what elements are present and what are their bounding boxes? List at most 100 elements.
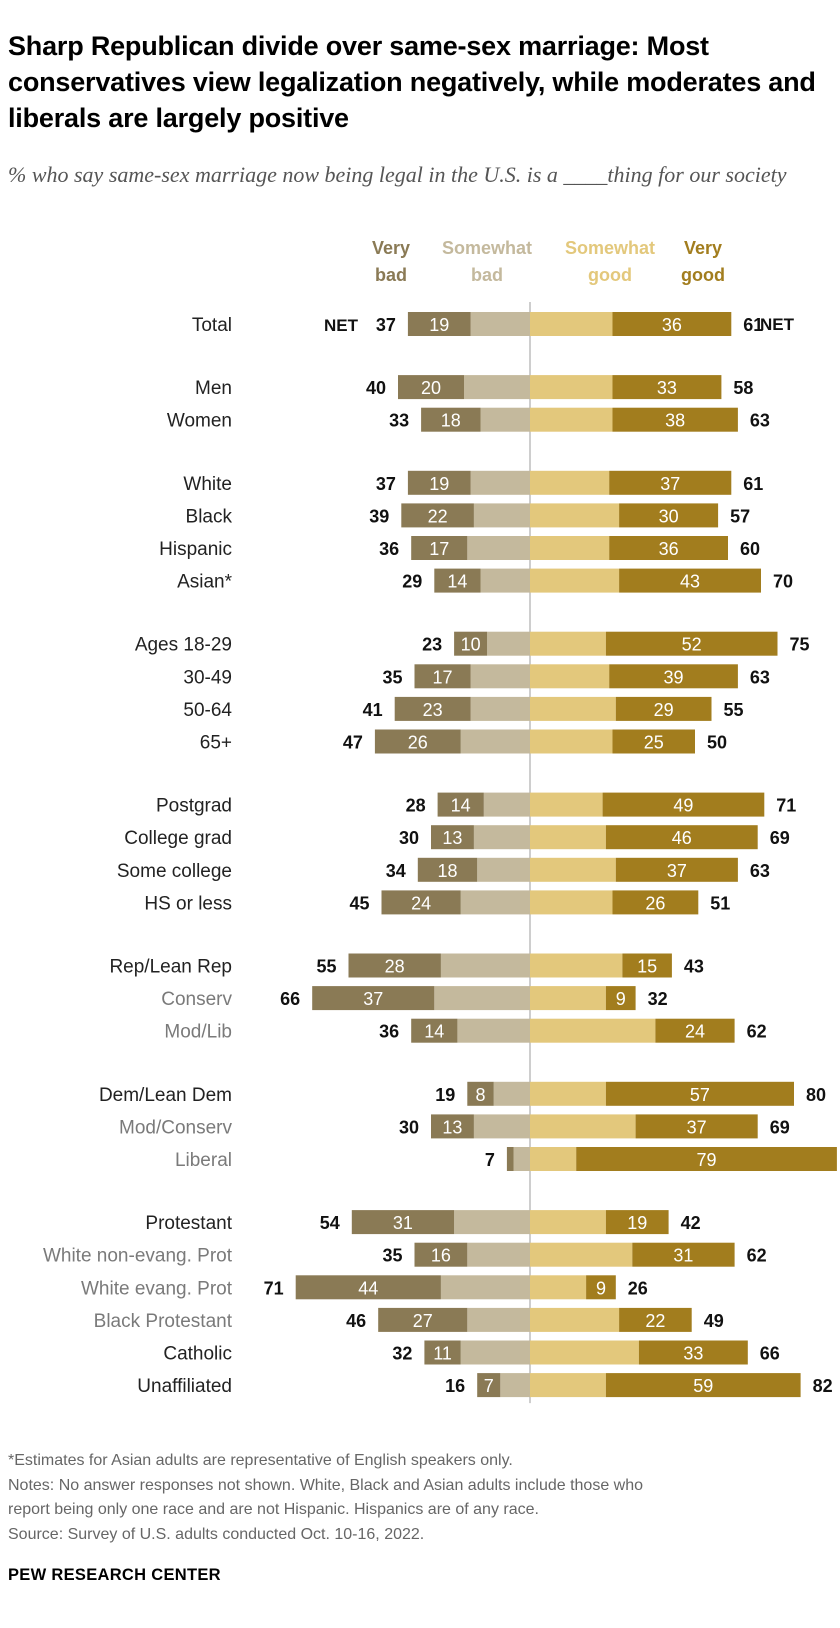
chart-subtitle: % who say same-sex marriage now being le…	[8, 162, 787, 187]
very-good-value-label: 33	[657, 378, 677, 398]
row-label: Hispanic	[159, 539, 232, 560]
bar-very-bad	[414, 1242, 468, 1267]
net-good-value-label: 58	[733, 378, 753, 398]
bar-very-bad	[421, 407, 481, 432]
bar-very-bad	[454, 631, 488, 656]
bar-somewhat-good	[530, 1340, 639, 1365]
bar-very-good	[586, 1275, 616, 1300]
very-bad-value-label: 26	[408, 733, 428, 753]
bar-somewhat-good	[530, 792, 603, 817]
bar-very-good	[632, 1242, 735, 1267]
net-bad-value-label: 19	[435, 1085, 455, 1105]
bar-somewhat-bad	[493, 1081, 530, 1106]
bar-somewhat-bad	[487, 631, 530, 656]
bar-somewhat-bad	[457, 1018, 530, 1043]
net-good-value-label: 82	[813, 1376, 833, 1396]
very-bad-value-label: 22	[428, 506, 448, 526]
very-good-value-label: 36	[659, 539, 679, 559]
bar-somewhat-good	[530, 503, 620, 528]
bar-somewhat-bad	[477, 857, 530, 882]
net-good-value-label: 32	[648, 989, 668, 1009]
bar-somewhat-bad	[480, 407, 530, 432]
bar-very-bad	[506, 1147, 514, 1171]
net-bad-value-label: 40	[366, 378, 386, 398]
bar-very-good	[605, 825, 758, 850]
bar-very-good	[612, 312, 732, 336]
very-good-value-label: 37	[660, 474, 680, 494]
row-label: HS or less	[144, 893, 232, 914]
net-bad-value-label: 16	[445, 1376, 465, 1396]
bar-somewhat-good	[530, 631, 606, 656]
very-bad-value-label: 13	[442, 828, 462, 848]
bar-somewhat-bad	[454, 1210, 530, 1235]
bar-somewhat-good	[530, 1147, 577, 1171]
very-good-value-label: 15	[637, 957, 657, 977]
bar-somewhat-good	[530, 986, 606, 1011]
net-bad-value-label: 30	[399, 1117, 419, 1137]
very-good-value-label: 30	[659, 506, 679, 526]
bar-very-bad	[312, 986, 435, 1011]
net-good-value-label: 51	[710, 893, 730, 913]
bar-very-good	[605, 631, 778, 656]
row-label: Catholic	[163, 1344, 232, 1365]
net-good-header-label: NET	[760, 315, 795, 334]
very-bad-value-label: 17	[433, 667, 453, 687]
very-bad-value-label: 14	[424, 1022, 444, 1042]
bar-very-good	[612, 729, 695, 754]
legend-somewhat-bad-label: Somewhat	[442, 238, 532, 258]
bar-very-good	[635, 1114, 758, 1139]
very-bad-value-label: 18	[437, 861, 457, 881]
net-bad-value-label: 34	[386, 861, 406, 881]
legend-somewhat-good-label: Somewhat	[565, 238, 655, 258]
very-bad-value-label: 37	[363, 989, 383, 1009]
net-bad-value-label: 54	[320, 1213, 340, 1233]
net-good-value-label: 50	[707, 733, 727, 753]
bar-somewhat-bad	[470, 312, 530, 336]
bar-very-good	[609, 664, 738, 689]
net-good-value-label: 63	[750, 411, 770, 431]
bar-very-bad	[374, 729, 461, 754]
very-good-value-label: 19	[627, 1213, 647, 1233]
bar-somewhat-good	[530, 470, 610, 495]
bar-very-bad	[431, 825, 474, 850]
net-bad-value-label: 37	[376, 474, 396, 494]
very-good-value-label: 33	[683, 1344, 703, 1364]
bar-somewhat-bad	[473, 825, 530, 850]
bar-very-good	[612, 890, 699, 915]
net-bad-value-label: 41	[363, 700, 383, 720]
bar-very-good	[612, 407, 738, 432]
bar-somewhat-good	[530, 407, 613, 432]
bar-very-bad	[424, 1340, 461, 1365]
net-good-value-label: 60	[740, 539, 760, 559]
very-bad-value-label: 24	[411, 893, 431, 913]
net-good-value-label: 63	[750, 861, 770, 881]
net-bad-value-label: 32	[392, 1344, 412, 1364]
bar-very-good	[576, 1147, 837, 1171]
bar-very-bad	[394, 696, 471, 721]
row-label: 65+	[200, 733, 232, 754]
row-label: Asian*	[177, 572, 233, 593]
row-label: Men	[195, 378, 232, 399]
net-good-value-label: 70	[773, 572, 793, 592]
net-good-value-label: 69	[770, 1117, 790, 1137]
bar-very-bad	[431, 1114, 474, 1139]
bar-somewhat-bad	[467, 536, 530, 560]
net-bad-value-label: 47	[343, 733, 363, 753]
row-label: Liberal	[175, 1150, 232, 1171]
very-good-value-label: 26	[645, 893, 665, 913]
bar-somewhat-bad	[440, 953, 530, 978]
bar-very-bad	[378, 1307, 468, 1332]
bar-very-good	[605, 1081, 794, 1106]
bar-very-bad	[407, 312, 471, 336]
net-bad-value-label: 46	[346, 1311, 366, 1331]
very-good-value-label: 9	[616, 989, 626, 1009]
very-good-value-label: 22	[645, 1311, 665, 1331]
bar-somewhat-good	[530, 1081, 606, 1106]
bar-very-bad	[348, 953, 441, 978]
bar-very-bad	[411, 536, 468, 560]
bar-very-bad	[381, 890, 461, 915]
bar-very-good	[615, 696, 712, 721]
bar-very-good	[638, 1340, 748, 1365]
bar-very-good	[612, 375, 722, 400]
net-good-value-label: 69	[770, 828, 790, 848]
